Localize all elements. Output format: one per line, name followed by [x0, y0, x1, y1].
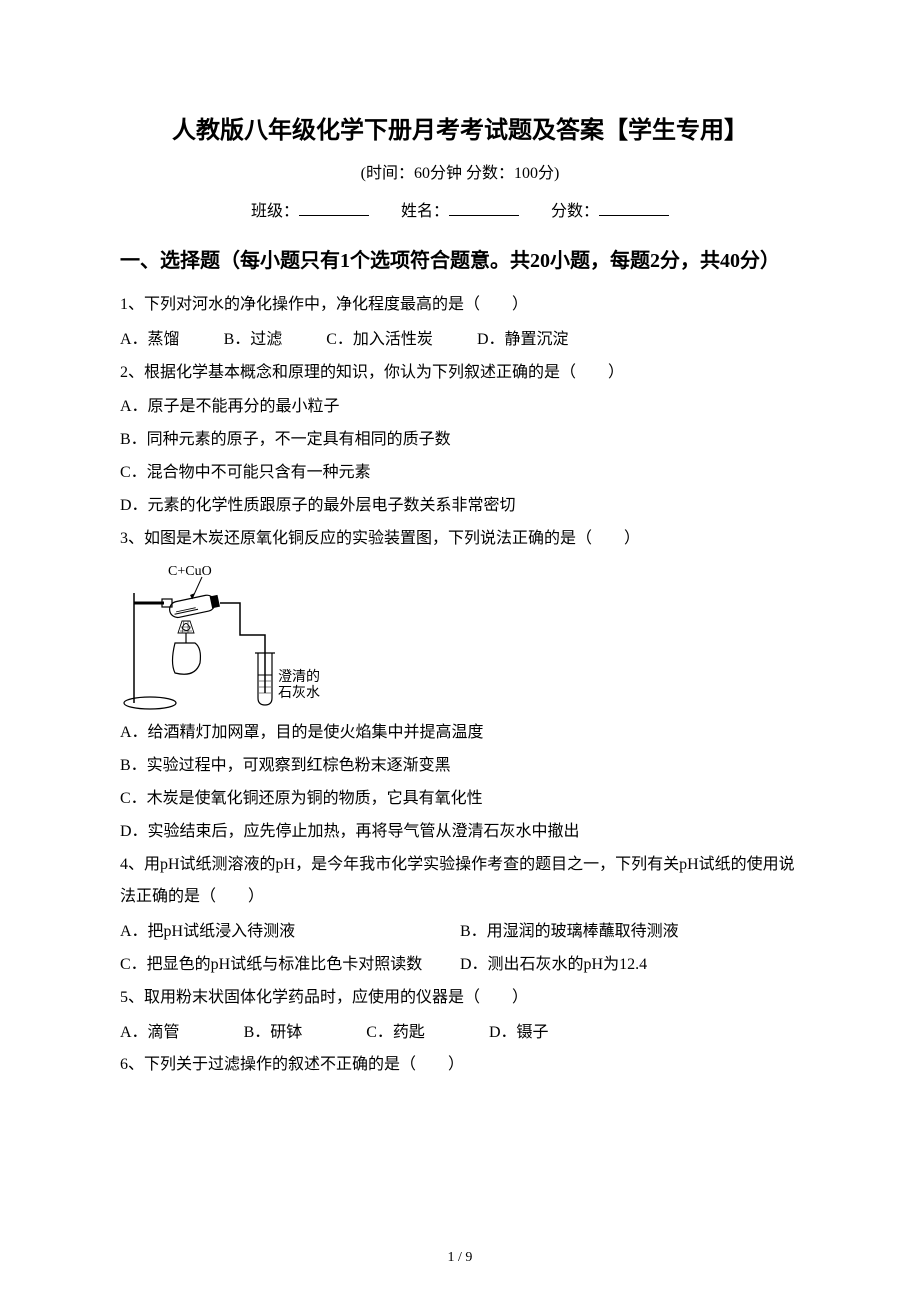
- figure-label-side2: 石灰水: [278, 685, 320, 701]
- figure-label-side1: 澄清的: [278, 669, 320, 685]
- section-1-heading: 一、选择题（每小题只有1个选项符合题意。共20小题，每题2分，共40分）: [120, 239, 800, 283]
- exam-timing: (时间：60分钟 分数：100分): [120, 159, 800, 183]
- q5-options: A．滴管 B．研钵 C．药匙 D．镊子: [120, 1017, 800, 1050]
- exam-page: 人教版八年级化学下册月考考试题及答案【学生专用】 (时间：60分钟 分数：100…: [0, 0, 920, 1302]
- q4-opt-d: D．测出石灰水的pH为12.4: [460, 949, 800, 982]
- figure-label-top: C+CuO: [168, 564, 212, 579]
- q3-opt-c: C．木炭是使氧化铜还原为铜的物质，它具有氧化性: [120, 783, 800, 816]
- q2-stem: 2、根据化学基本概念和原理的知识，你认为下列叙述正确的是（ ）: [120, 357, 800, 390]
- q1-opt-d: D．静置沉淀: [477, 331, 569, 348]
- q6-stem: 6、下列关于过滤操作的叙述不正确的是（ ）: [120, 1049, 800, 1082]
- name-blank[interactable]: [449, 199, 519, 216]
- page-number: 1 / 9: [0, 1250, 920, 1266]
- q5-stem: 5、取用粉末状固体化学药品时，应使用的仪器是（ ）: [120, 982, 800, 1015]
- q1-opt-b: B．过滤: [224, 331, 283, 348]
- exam-title: 人教版八年级化学下册月考考试题及答案【学生专用】: [120, 110, 800, 145]
- student-info-line: 班级： 姓名： 分数：: [120, 197, 800, 221]
- class-blank[interactable]: [299, 199, 369, 216]
- q3-opt-b: B．实验过程中，可观察到红棕色粉末逐渐变黑: [120, 750, 800, 783]
- q4-options-row2: C．把显色的pH试纸与标准比色卡对照读数 D．测出石灰水的pH为12.4: [120, 949, 800, 982]
- q5-opt-c: C．药匙: [366, 1024, 425, 1041]
- q5-opt-b: B．研钵: [244, 1024, 303, 1041]
- q4-opt-b: B．用湿润的玻璃棒蘸取待测液: [460, 916, 800, 949]
- q1-options: A．蒸馏 B．过滤 C．加入活性炭 D．静置沉淀: [120, 324, 800, 357]
- q1-opt-c: C．加入活性炭: [326, 331, 433, 348]
- q5-opt-a: A．滴管: [120, 1024, 180, 1041]
- q4-stem: 4、用pH试纸测溶液的pH，是今年我市化学实验操作考查的题目之一，下列有关pH试…: [120, 849, 800, 915]
- apparatus-svg: C+CuO 澄清的 石灰水: [120, 563, 340, 713]
- score-label: 分数：: [551, 203, 599, 220]
- q4-options-row1: A．把pH试纸浸入待测液 B．用湿润的玻璃棒蘸取待测液: [120, 916, 800, 949]
- class-label: 班级：: [251, 203, 299, 220]
- q3-stem: 3、如图是木炭还原氧化铜反应的实验装置图，下列说法正确的是（ ）: [120, 523, 800, 556]
- q2-opt-c: C．混合物中不可能只含有一种元素: [120, 457, 800, 490]
- score-blank[interactable]: [599, 199, 669, 216]
- name-label: 姓名：: [401, 203, 449, 220]
- q2-opt-b: B．同种元素的原子，不一定具有相同的质子数: [120, 424, 800, 457]
- q1-stem: 1、下列对河水的净化操作中，净化程度最高的是（ ）: [120, 289, 800, 322]
- q5-opt-d: D．镊子: [489, 1024, 549, 1041]
- q3-opt-d: D．实验结束后，应先停止加热，再将导气管从澄清石灰水中撤出: [120, 816, 800, 849]
- q3-opt-a: A．给酒精灯加网罩，目的是使火焰集中并提高温度: [120, 717, 800, 750]
- q4-opt-a: A．把pH试纸浸入待测液: [120, 916, 460, 949]
- q2-opt-a: A．原子是不能再分的最小粒子: [120, 391, 800, 424]
- q3-figure: C+CuO 澄清的 石灰水: [120, 563, 800, 713]
- q2-opt-d: D．元素的化学性质跟原子的最外层电子数关系非常密切: [120, 490, 800, 523]
- q4-opt-c: C．把显色的pH试纸与标准比色卡对照读数: [120, 949, 460, 982]
- q1-opt-a: A．蒸馏: [120, 331, 180, 348]
